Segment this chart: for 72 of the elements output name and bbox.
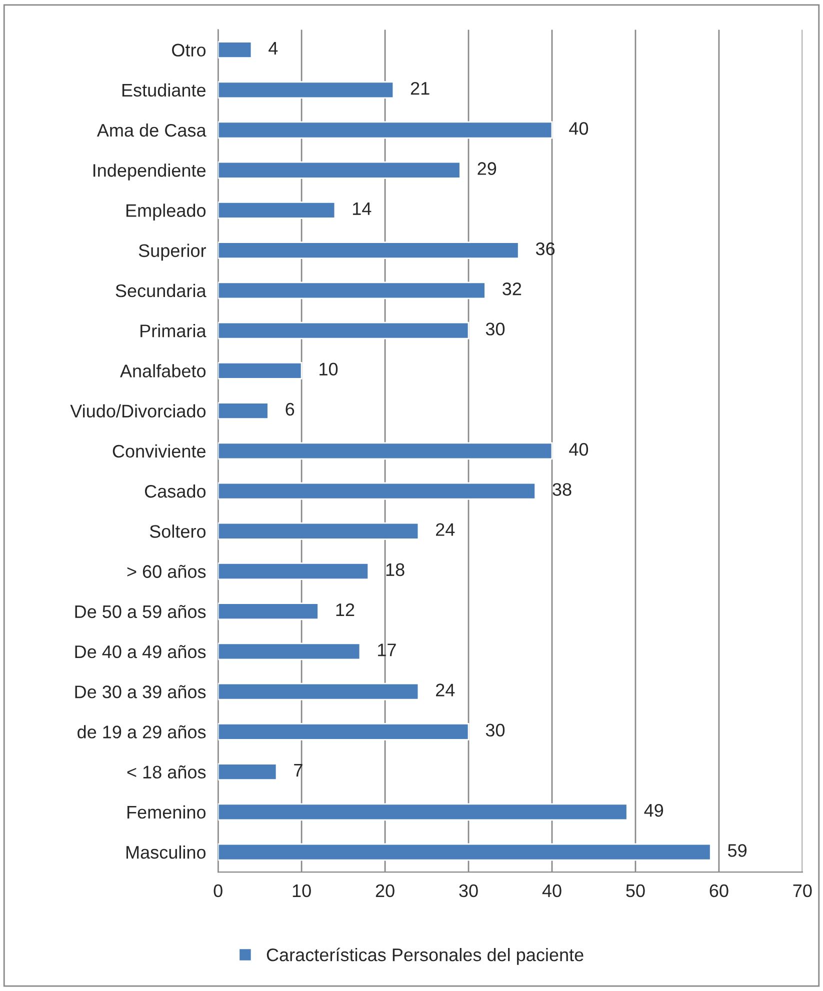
data-label: 30 <box>486 724 505 737</box>
y-tick-label: Estudiante <box>122 83 206 97</box>
data-label: 6 <box>286 402 294 416</box>
y-tick-label: Independiente <box>94 164 206 180</box>
data-label: 14 <box>353 202 372 215</box>
data-label: 40 <box>569 442 588 456</box>
data-label: 12 <box>336 603 354 616</box>
data-label: 21 <box>410 82 430 95</box>
bar <box>218 642 361 660</box>
bar <box>218 282 486 300</box>
y-tick-label: Casado <box>144 484 206 498</box>
data-label: 24 <box>436 684 455 696</box>
bar <box>218 41 252 59</box>
data-label: 38 <box>552 483 572 496</box>
bar <box>218 442 553 460</box>
x-tick-label: 50 <box>626 884 645 898</box>
data-label: 17 <box>378 644 396 656</box>
data-label: 30 <box>486 322 505 336</box>
y-tick-label: De 40 a 49 años <box>75 645 206 658</box>
y-tick-label: < 18 años <box>127 765 206 779</box>
x-tick-label: 60 <box>710 884 728 898</box>
y-tick-label: Secundaria <box>116 284 206 298</box>
y-tick-label: Femenino <box>127 805 206 819</box>
x-tick-label: 0 <box>214 884 222 898</box>
data-label: 36 <box>536 242 555 256</box>
data-label: 49 <box>644 804 664 817</box>
y-tick-label: Ama de Casa <box>96 123 206 137</box>
bar <box>218 362 302 380</box>
bar <box>218 763 278 781</box>
bar <box>218 242 520 260</box>
x-tick-label: 10 <box>292 884 311 898</box>
bar <box>218 522 420 540</box>
bar <box>218 562 370 580</box>
y-tick-label: > 60 años <box>127 564 206 578</box>
y-tick-label: de 19 a 29 años <box>78 725 206 738</box>
bar <box>218 722 470 740</box>
y-tick-label: Soltero <box>150 524 206 538</box>
data-label: 7 <box>294 764 302 776</box>
x-tick-label: 30 <box>459 884 478 898</box>
x-tick-label: 40 <box>542 884 562 898</box>
y-tick-label: Otro <box>172 44 206 57</box>
y-tick-label: Superior <box>138 244 206 261</box>
bar <box>218 482 536 500</box>
data-label: 32 <box>502 282 522 296</box>
y-tick-label: Conviviente <box>112 444 206 458</box>
bar <box>218 843 712 861</box>
data-label: 59 <box>728 844 746 857</box>
data-label: 29 <box>478 162 496 175</box>
bar <box>218 202 336 219</box>
x-tick-label: 20 <box>376 884 394 898</box>
legend-label: Características Personales del paciente <box>266 948 584 965</box>
bar <box>218 81 394 99</box>
data-label: 24 <box>436 523 455 536</box>
y-tick-label: Masculino <box>126 845 206 859</box>
bar <box>218 682 420 700</box>
y-tick-label: Viudo/Divorciado <box>70 404 206 418</box>
y-tick-label: Analfabeto <box>120 364 206 378</box>
bar <box>218 803 628 821</box>
data-label: 10 <box>320 362 338 376</box>
bar <box>218 121 553 139</box>
y-tick-label: De 30 a 39 años <box>75 685 206 698</box>
x-tick-label: 70 <box>793 884 812 898</box>
bar <box>218 402 269 420</box>
y-tick-label: Primaria <box>140 324 206 338</box>
data-label: 40 <box>569 122 588 135</box>
y-tick-label: De 50 a 59 años <box>75 604 206 618</box>
y-tick-label: Empleado <box>126 204 206 221</box>
bar <box>218 602 319 620</box>
data-label: 4 <box>268 42 278 54</box>
data-label: 18 <box>386 563 404 576</box>
bar <box>218 322 470 340</box>
bar <box>218 161 461 179</box>
